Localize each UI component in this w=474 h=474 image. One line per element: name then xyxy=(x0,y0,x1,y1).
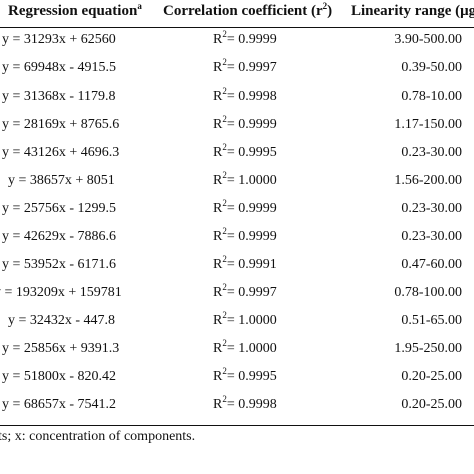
regression-equation: y = 69948x - 4915.5 xyxy=(2,60,117,75)
linearity-range: 0.23-30.00 xyxy=(401,229,462,244)
regression-equation: y = 31293x + 62560 xyxy=(2,32,116,47)
linearity-range: 0.78-10.00 xyxy=(401,89,462,104)
table-row: y = 53952x - 6171.6 R2= 0.9991 0.47-60.0… xyxy=(0,254,474,281)
linearity-range: 3.90-500.00 xyxy=(394,32,462,47)
header-correlation-coefficient: Correlation coefficient (r2) xyxy=(163,1,333,20)
header-rule xyxy=(0,27,474,29)
linearity-range: 0.20-25.00 xyxy=(401,397,462,412)
correlation-value: R2= 1.0000 xyxy=(213,338,277,357)
linearity-range: 1.56-200.00 xyxy=(394,173,462,188)
table-row: y = 51800x - 820.42 R2= 0.9995 0.20-25.0… xyxy=(0,366,474,393)
correlation-value: R2= 0.9991 xyxy=(213,254,277,273)
table-row: y = 32432x - 447.8 R2= 1.0000 0.51-65.00 xyxy=(0,310,474,337)
table-row: y = 28169x + 8765.6 R2= 0.9999 1.17-150.… xyxy=(0,114,474,141)
table-row: y = 31293x + 62560 R2= 0.9999 3.90-500.0… xyxy=(0,29,474,56)
linearity-range: 0.51-65.00 xyxy=(401,313,462,328)
regression-equation: y = 32432x - 447.8 xyxy=(8,313,116,328)
regression-equation: y = 25756x - 1299.5 xyxy=(2,201,117,216)
correlation-value: R2= 0.9995 xyxy=(213,142,277,161)
linearity-range: 0.39-50.00 xyxy=(401,60,462,75)
header-regression-equation: Regression equationa xyxy=(8,1,142,20)
linearity-range: 0.20-25.00 xyxy=(401,369,462,384)
linearity-range: 0.23-30.00 xyxy=(401,201,462,216)
table-row: y = 38657x + 8051 R2= 1.0000 1.56-200.00 xyxy=(0,170,474,197)
correlation-value: R2= 0.9999 xyxy=(213,29,277,48)
regression-equation: y = 28169x + 8765.6 xyxy=(2,117,120,132)
correlation-value: R2= 0.9995 xyxy=(213,366,277,385)
correlation-value: R2= 0.9999 xyxy=(213,198,277,217)
correlation-value: R2= 0.9999 xyxy=(213,226,277,245)
regression-equation: y = 25856x + 9391.3 xyxy=(2,341,120,356)
table-row: y = 25756x - 1299.5 R2= 0.9999 0.23-30.0… xyxy=(0,198,474,225)
table-row: y = 43126x + 4696.3 R2= 0.9995 0.23-30.0… xyxy=(0,142,474,169)
regression-equation: y = 31368x - 1179.8 xyxy=(2,89,116,104)
linearity-range: 0.47-60.00 xyxy=(401,257,462,272)
regression-equation: y = 51800x - 820.42 xyxy=(2,369,117,384)
linearity-range: 1.17-150.00 xyxy=(394,117,462,132)
regression-equation: y = 42629x - 7886.6 xyxy=(2,229,117,244)
correlation-value: R2= 1.0000 xyxy=(213,170,277,189)
table-row: y = 42629x - 7886.6 R2= 0.9999 0.23-30.0… xyxy=(0,226,474,253)
linearity-range: 0.78-100.00 xyxy=(394,285,462,300)
table-row: y = 69948x - 4915.5 R2= 0.9997 0.39-50.0… xyxy=(0,57,474,84)
correlation-value: R2= 1.0000 xyxy=(213,310,277,329)
bottom-rule xyxy=(0,425,474,427)
linearity-range: 0.23-30.00 xyxy=(401,145,462,160)
table-footnote: ts; x: concentration of components. xyxy=(0,429,196,444)
header-linearity-range: Linearity range (μg xyxy=(351,3,474,19)
correlation-value: R2= 0.9999 xyxy=(213,114,277,133)
table-row: y = 25856x + 9391.3 R2= 1.0000 1.95-250.… xyxy=(0,338,474,365)
regression-equation: y = 53952x - 6171.6 xyxy=(2,257,117,272)
linearity-range: 1.95-250.00 xyxy=(394,341,462,356)
regression-equation: y = 193209x + 159781 xyxy=(0,285,122,300)
table-row: y = 193209x + 159781 R2= 0.9997 0.78-100… xyxy=(0,282,474,309)
correlation-value: R2= 0.9997 xyxy=(213,57,277,76)
regression-equation: y = 68657x - 7541.2 xyxy=(2,397,117,412)
regression-equation: y = 43126x + 4696.3 xyxy=(2,145,120,160)
correlation-value: R2= 0.9997 xyxy=(213,282,277,301)
regression-equation: y = 38657x + 8051 xyxy=(8,173,115,188)
correlation-value: R2= 0.9998 xyxy=(213,394,277,413)
table-row: y = 31368x - 1179.8 R2= 0.9998 0.78-10.0… xyxy=(0,86,474,113)
correlation-value: R2= 0.9998 xyxy=(213,86,277,105)
table-row: y = 68657x - 7541.2 R2= 0.9998 0.20-25.0… xyxy=(0,394,474,421)
